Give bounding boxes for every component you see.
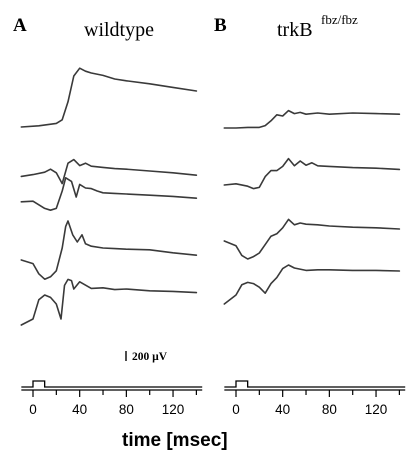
x-tick-label-panel-b-0: 0 bbox=[232, 402, 240, 417]
traces-layer bbox=[20, 67, 401, 326]
trace-panel-a-1 bbox=[20, 67, 198, 128]
x-tick-label-panel-b-80: 80 bbox=[322, 402, 337, 417]
scale-bar-label: 200 µV bbox=[132, 351, 168, 363]
panel-b-title-superscript: fbz/fbz bbox=[321, 12, 358, 27]
trace-panel-a-3 bbox=[20, 177, 198, 211]
trace-panel-b-4 bbox=[223, 264, 401, 305]
x-tick-label-panel-a-120: 120 bbox=[162, 402, 185, 417]
x-tick-label-panel-a-0: 0 bbox=[29, 402, 37, 417]
panel-a-letter: A bbox=[13, 15, 27, 36]
trace-panel-a-4 bbox=[20, 220, 198, 280]
axes-layer: 0 40 80 120 0 40 80 120 bbox=[21, 380, 406, 417]
trace-panel-b-1 bbox=[223, 109, 401, 129]
panel-a-title: wildtype bbox=[84, 19, 154, 41]
trace-panel-a-5 bbox=[20, 278, 198, 326]
trace-panel-b-3 bbox=[223, 218, 401, 260]
panel-b-letter: B bbox=[214, 15, 227, 36]
x-tick-label-panel-a-40: 40 bbox=[72, 402, 87, 417]
x-tick-label-panel-b-120: 120 bbox=[365, 402, 388, 417]
x-axis-label: time [msec] bbox=[122, 430, 228, 451]
x-tick-label-panel-a-80: 80 bbox=[119, 402, 134, 417]
stimulus-marker-panel-a bbox=[21, 380, 203, 388]
panel-b-title: trkB bbox=[277, 19, 313, 41]
stimulus-marker-panel-b bbox=[224, 380, 406, 388]
trace-panel-a-2 bbox=[20, 158, 198, 185]
trace-panel-b-2 bbox=[223, 157, 401, 190]
x-tick-label-panel-b-40: 40 bbox=[275, 402, 290, 417]
